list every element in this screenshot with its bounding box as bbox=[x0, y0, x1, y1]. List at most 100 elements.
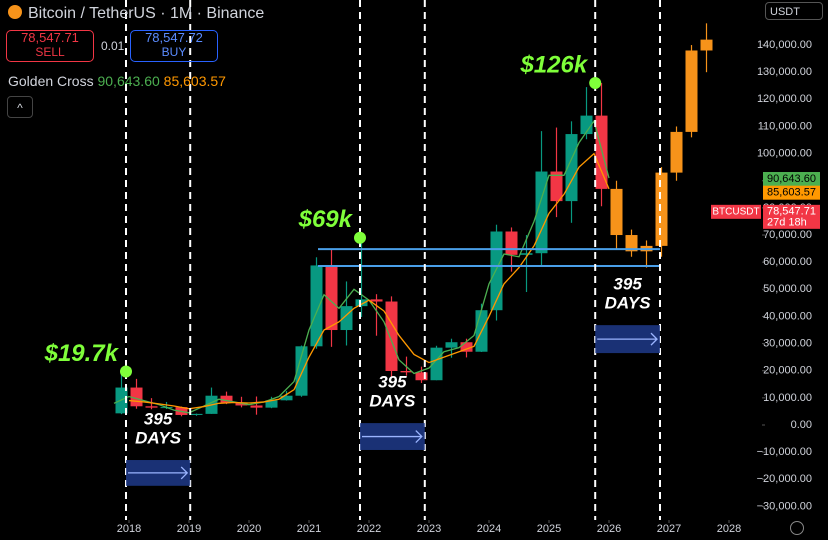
candle-body bbox=[220, 395, 233, 403]
candle-body bbox=[550, 171, 563, 202]
y-tick-label: 130,000.00 bbox=[757, 66, 812, 78]
span-label: 395 bbox=[378, 373, 407, 392]
y-tick-label: −10,000.00 bbox=[757, 446, 812, 458]
buy-label: BUY bbox=[161, 45, 187, 59]
indicator-name: Golden Cross bbox=[8, 73, 94, 89]
x-tick-label: 2020 bbox=[237, 523, 261, 535]
last-price-tag bbox=[763, 204, 820, 229]
candle-body bbox=[520, 253, 533, 255]
coin-icon bbox=[8, 5, 22, 19]
peak-dot bbox=[589, 77, 602, 90]
candle-body bbox=[685, 50, 698, 132]
candle-body bbox=[280, 395, 293, 401]
x-tick-label: 2028 bbox=[717, 523, 741, 535]
y-tick-label: 0.00 bbox=[791, 419, 812, 431]
settings-icon[interactable] bbox=[790, 521, 804, 535]
indicator-fast: 90,643.60 bbox=[97, 73, 160, 89]
span-arrow bbox=[362, 430, 423, 444]
candle-body bbox=[295, 346, 308, 396]
candle-body bbox=[310, 265, 323, 347]
candle-body bbox=[445, 342, 458, 348]
candle-body bbox=[325, 265, 338, 331]
currency-select[interactable]: USDT bbox=[765, 2, 823, 20]
candle-body bbox=[400, 371, 413, 373]
x-tick-label: 2026 bbox=[597, 523, 621, 535]
candle-body bbox=[580, 115, 593, 135]
candle-body bbox=[595, 115, 608, 189]
candle-body bbox=[670, 131, 683, 173]
symbol-title: Bitcoin / TetherUS · 1M · Binance bbox=[8, 5, 264, 23]
span-label: DAYS bbox=[605, 294, 652, 313]
collapse-button[interactable]: ^ bbox=[7, 96, 33, 118]
last-price-label: 78,547.71 bbox=[767, 206, 816, 218]
x-tick-label: 2027 bbox=[657, 523, 681, 535]
y-tick-label: 120,000.00 bbox=[757, 93, 812, 105]
peak-dot bbox=[354, 231, 366, 244]
y-tick-label: 60,000.00 bbox=[763, 256, 812, 268]
last-price-countdown: 27d 18h bbox=[767, 217, 807, 229]
y-tick-label: 10,000.00 bbox=[763, 392, 812, 404]
y-tick-label: 70,000.00 bbox=[763, 229, 812, 241]
moving-average bbox=[128, 152, 610, 410]
candle-body bbox=[655, 172, 668, 246]
candle-body bbox=[505, 231, 518, 255]
span-label: DAYS bbox=[369, 392, 416, 411]
indicator-slow: 85,603.57 bbox=[163, 73, 226, 89]
x-tick-label: 2025 bbox=[537, 523, 561, 535]
price-tag-label: 90,643.60 bbox=[767, 173, 816, 185]
y-tick-label: 50,000.00 bbox=[763, 283, 812, 295]
y-tick-label: 110,000.00 bbox=[758, 120, 812, 132]
peak-label: $126k bbox=[519, 51, 588, 78]
sell-label: SELL bbox=[35, 45, 65, 59]
span-label: 395 bbox=[613, 275, 642, 294]
x-tick-label: 2022 bbox=[357, 523, 381, 535]
sell-button[interactable]: 78,547.71 SELL bbox=[6, 30, 94, 62]
candle-body bbox=[610, 188, 623, 236]
currency-text: USDT bbox=[770, 6, 800, 18]
x-tick-label: 2023 bbox=[417, 523, 441, 535]
peak-label: $69k bbox=[298, 206, 354, 233]
candle-body bbox=[415, 372, 428, 381]
price-tag bbox=[763, 185, 820, 200]
peak-dot bbox=[120, 365, 132, 378]
y-tick-label: −30,000.00 bbox=[757, 500, 812, 512]
candle-body bbox=[235, 402, 248, 406]
candle-body bbox=[265, 400, 278, 408]
span-arrow bbox=[597, 332, 658, 346]
candle-body bbox=[565, 134, 578, 202]
candle-body bbox=[145, 406, 158, 408]
moving-average bbox=[113, 119, 610, 414]
span-label: 395 bbox=[144, 410, 173, 429]
candle-body bbox=[535, 171, 548, 254]
y-tick-label: −20,000.00 bbox=[757, 473, 812, 485]
y-tick-label: 40,000.00 bbox=[763, 310, 812, 322]
y-tick-label: 30,000.00 bbox=[763, 337, 812, 349]
candle-body bbox=[355, 299, 368, 307]
candle-body bbox=[625, 235, 638, 252]
buy-price: 78,547.72 bbox=[145, 30, 203, 45]
buy-button[interactable]: 78,547.72 BUY bbox=[130, 30, 218, 62]
symbol-tag bbox=[711, 204, 761, 219]
candle-body bbox=[190, 413, 203, 415]
y-tick-label: 140,000.00 bbox=[757, 39, 812, 51]
y-tick-label: 20,000.00 bbox=[763, 365, 812, 377]
y-tick-label: 100,000.00 bbox=[757, 148, 812, 160]
candle-body bbox=[385, 301, 398, 372]
x-tick-label: 2021 bbox=[297, 523, 321, 535]
span-label: DAYS bbox=[135, 429, 182, 448]
spread: 0.01 bbox=[101, 39, 125, 53]
candle-body bbox=[370, 299, 383, 302]
x-tick-label: 2024 bbox=[477, 523, 501, 535]
symbol-label: BTCUSDT bbox=[712, 206, 759, 217]
sell-price: 78,547.71 bbox=[21, 30, 79, 45]
price-tag bbox=[763, 172, 820, 187]
x-tick-label: 2018 bbox=[117, 523, 141, 535]
candle-body bbox=[460, 342, 473, 352]
title-text: Bitcoin / TetherUS · 1M · Binance bbox=[28, 5, 265, 22]
x-tick-label: 2019 bbox=[177, 523, 201, 535]
peak-label: $19.7k bbox=[44, 340, 120, 367]
candle-body bbox=[700, 39, 713, 51]
candle-body bbox=[490, 231, 503, 311]
indicator-legend: Golden Cross 90,643.60 85,603.57 bbox=[8, 73, 226, 89]
